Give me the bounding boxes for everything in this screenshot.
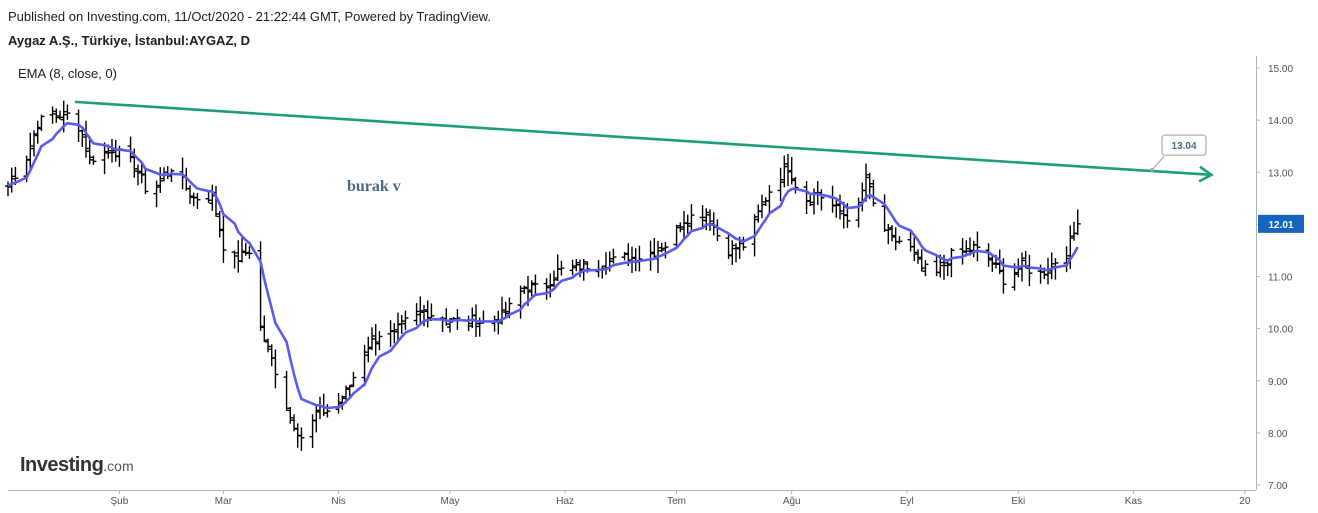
x-tick-label: Kas	[1125, 496, 1142, 507]
ema-line	[7, 121, 1079, 410]
last-price-label: 12.01	[1268, 220, 1293, 231]
price-bars	[5, 100, 1081, 451]
investing-logo: Investing.com	[20, 454, 134, 476]
y-tick-label: 8.00	[1268, 429, 1288, 440]
trendline-value-label: 13.04	[1171, 141, 1196, 152]
trendline-label-pointer	[1151, 155, 1165, 171]
last-price-badge	[1258, 214, 1304, 233]
y-tick-label: 14.00	[1268, 116, 1293, 127]
x-axis: Şub Mar Nis May Haz Tem Ağu Eyl Eki Kas 20	[8, 490, 1256, 507]
x-tick-label: Mar	[215, 496, 233, 507]
y-tick-label: 9.00	[1268, 377, 1288, 388]
y-tick-label: 13.00	[1268, 168, 1293, 179]
trendline-group: 13.04	[74, 100, 1214, 183]
x-tick-label: Nis	[331, 496, 345, 507]
x-tick-label: Ağu	[783, 496, 801, 507]
y-tick-label: 11.00	[1268, 273, 1293, 284]
indicator-label: EMA (8, close, 0)	[18, 66, 117, 81]
trendline	[74, 100, 1212, 177]
trendline-arrowhead	[1198, 165, 1214, 183]
x-tick-label: Şub	[111, 496, 129, 507]
x-tick-label: Tem	[667, 496, 686, 507]
x-tick-label: Eyl	[900, 496, 914, 507]
y-axis: 7.008.009.0010.0011.0012.0013.0014.0015.…	[1256, 56, 1304, 492]
published-info: Published on Investing.com, 11/Oct/2020 …	[8, 9, 491, 24]
y-tick-label: 10.00	[1268, 325, 1293, 336]
chart-annotation: burak v	[347, 178, 401, 195]
x-tick-label: Eki	[1011, 496, 1025, 507]
x-tick-label: 20	[1239, 496, 1251, 507]
y-tick-label: 7.00	[1268, 481, 1288, 492]
symbol-title: Aygaz A.Ş., Türkiye, İstanbul:AYGAZ, D	[8, 33, 250, 48]
x-tick-label: Haz	[556, 496, 574, 507]
y-tick-label: 15.00	[1268, 64, 1293, 75]
x-tick-label: May	[441, 496, 460, 507]
trendline-value-box	[1161, 134, 1207, 156]
